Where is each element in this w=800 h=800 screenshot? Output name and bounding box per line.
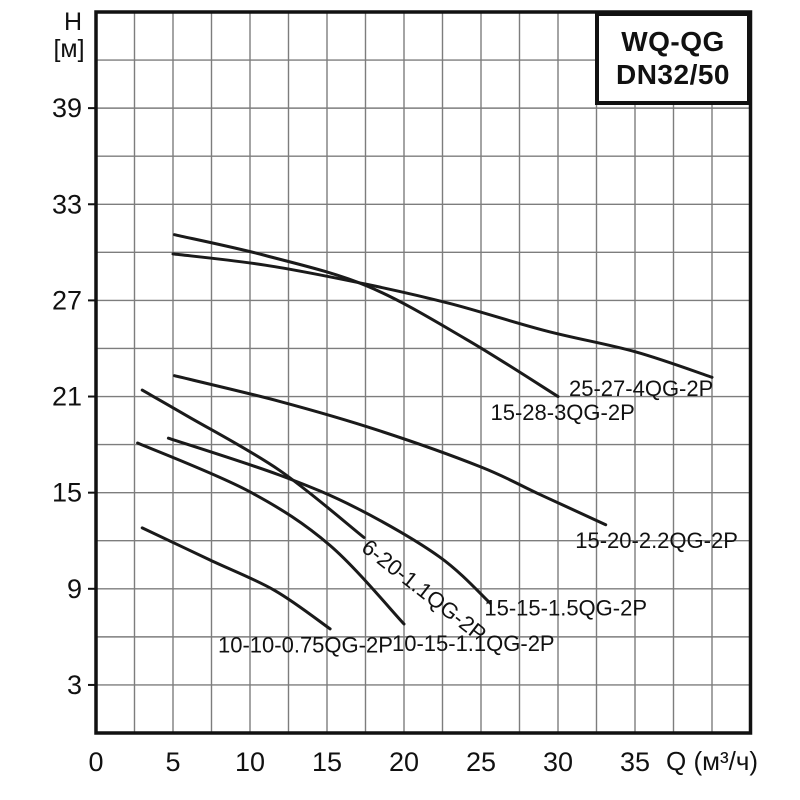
x-axis-name: Q (м³/ч) [666, 746, 759, 776]
y-tick-label: 3 [67, 670, 82, 700]
chart-title-series: WQ-QG [621, 26, 725, 58]
pump-curve-25-27-4QG-2P [171, 252, 714, 379]
curve-label-15-20-2.2QG-2P: 15-20-2.2QG-2P [575, 528, 738, 553]
chart-title-box: WQ-QG DN32/50 [595, 12, 751, 105]
x-tick-label: 30 [543, 747, 573, 777]
y-tick-label: 33 [52, 189, 82, 219]
pump-curve-15-15-1.5QG-2P [166, 436, 492, 605]
x-axis-ticks: 0 5 10 15 20 25 30 35 [88, 747, 650, 777]
curve-label-15-15-1.5QG-2P: 15-15-1.5QG-2P [484, 596, 647, 621]
y-tick-label: 39 [52, 93, 82, 123]
plot-border [94, 10, 753, 735]
y-tick-label: 15 [52, 478, 82, 508]
pump-curves [136, 233, 714, 631]
chart-title-size: DN32/50 [615, 58, 730, 90]
curve-label-25-27-4QG-2P: 25-27-4QG-2P [569, 376, 713, 401]
x-tick-label: 5 [165, 747, 180, 777]
y-axis-unit: [м] [53, 35, 85, 63]
curve-label-15-28-3QG-2P: 15-28-3QG-2P [490, 400, 634, 425]
pump-curve-6-20-1.1QG-2P [140, 388, 366, 539]
x-tick-label: 35 [620, 747, 650, 777]
y-axis-name: H [63, 8, 83, 36]
grid [96, 12, 751, 733]
x-tick-label: 25 [466, 747, 496, 777]
pump-curve-10-10-0.75QG-2P [140, 526, 332, 631]
y-tick-label: 9 [67, 574, 82, 604]
pump-curve-15-20-2.2QG-2P [173, 374, 608, 527]
x-tick-label: 0 [88, 747, 103, 777]
pump-curve-15-28-3QG-2P [173, 233, 560, 398]
x-tick-label: 10 [235, 747, 265, 777]
y-axis-ticks: 39 33 27 21 15 9 3 [52, 93, 96, 700]
curve-label-10-15-1.1QG-2P: 10-15-1.1QG-2P [392, 631, 555, 656]
x-tick-label: 20 [389, 747, 419, 777]
pump-curve-10-15-1.1QG-2P [136, 441, 406, 626]
curve-label-10-10-0.75QG-2P: 10-10-0.75QG-2P [218, 632, 393, 657]
x-tick-label: 15 [312, 747, 342, 777]
y-tick-label: 21 [52, 382, 82, 412]
curve-label-6-20-1.1QG-2P: 6-20-1.1QG-2P [357, 534, 491, 646]
y-tick-label: 27 [52, 285, 82, 315]
